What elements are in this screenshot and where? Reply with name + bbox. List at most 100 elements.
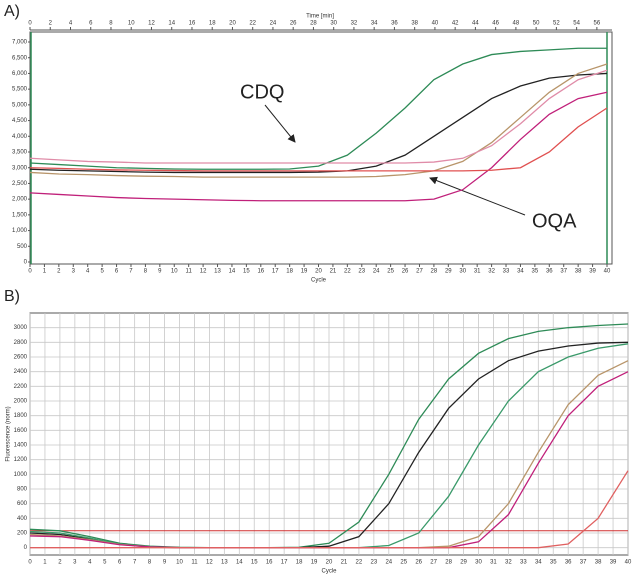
x-tick-label: 37	[580, 560, 587, 566]
x-tick-label: 39	[589, 269, 596, 275]
x-tick-label: 8	[144, 269, 148, 275]
series-line	[29, 91, 608, 202]
x-tick-label: 14	[229, 269, 236, 275]
top-tick-label: 30	[330, 21, 337, 27]
x-tick-label: 6	[115, 269, 119, 275]
x-tick-label: 12	[206, 560, 213, 566]
y-tick-label: 3000	[14, 325, 28, 331]
top-tick-label: 44	[472, 21, 479, 27]
y-tick-label: 4,000	[12, 134, 28, 140]
top-tick-label: 16	[189, 21, 196, 27]
x-tick-label: 18	[286, 269, 293, 275]
x-tick-label: 33	[520, 560, 527, 566]
x-tick-label: 28	[445, 560, 452, 566]
top-tick-label: 48	[513, 21, 520, 27]
y-axis-label: Fluorescence (norm)	[6, 406, 12, 461]
x-tick-label: 10	[171, 269, 178, 275]
y-tick-label: 2000	[14, 399, 28, 405]
x-tick-label: 19	[311, 560, 318, 566]
x-tick-label: 0	[28, 560, 32, 566]
top-tick-label: 12	[148, 21, 155, 27]
top-tick-label: 36	[391, 21, 398, 27]
x-tick-label: 22	[356, 560, 363, 566]
x-tick-label: 16	[257, 269, 264, 275]
y-tick-label: 2400	[14, 369, 28, 375]
y-tick-label: 7,000	[12, 40, 28, 46]
y-tick-label: 1000	[14, 472, 28, 478]
top-tick-label: 14	[168, 21, 175, 27]
series-line	[30, 470, 629, 549]
top-tick-label: 0	[28, 21, 32, 27]
x-tick-label: 1	[43, 560, 47, 566]
top-tick-label: 54	[573, 21, 580, 27]
annotation: OQA	[532, 210, 577, 232]
x-tick-label: 30	[475, 560, 482, 566]
top-tick-label: 2	[49, 21, 53, 27]
x-tick-label: 34	[535, 560, 542, 566]
series-line	[29, 107, 608, 172]
y-tick-label: 6,500	[12, 55, 28, 61]
x-tick-label: 26	[415, 560, 422, 566]
y-tick-label: 400	[17, 516, 28, 522]
top-tick-label: 22	[249, 21, 256, 27]
panel-label: A)	[4, 3, 20, 20]
x-tick-label: 26	[402, 269, 409, 275]
y-tick-label: 6,000	[12, 71, 28, 77]
x-tick-label: 18	[296, 560, 303, 566]
x-tick-label: 27	[416, 269, 423, 275]
annotation-arrow	[264, 104, 296, 143]
top-tick-label: 32	[351, 21, 358, 27]
x-tick-label: 11	[191, 560, 198, 566]
x-tick-label: 32	[488, 269, 495, 275]
y-tick-label: 5,000	[12, 102, 28, 108]
x-tick-label: 23	[371, 560, 378, 566]
top-tick-label: 20	[229, 21, 236, 27]
top-tick-label: 26	[290, 21, 297, 27]
annotation-arrow	[429, 176, 526, 216]
y-tick-label: 1200	[14, 457, 28, 463]
x-axis-label: Cycle	[311, 278, 327, 284]
y-tick-label: 3,500	[12, 150, 28, 156]
x-tick-label: 11	[186, 269, 193, 275]
x-tick-label: 23	[358, 269, 365, 275]
top-tick-label: 34	[371, 21, 378, 27]
y-tick-label: 600	[17, 501, 28, 507]
x-tick-label: 28	[431, 269, 438, 275]
top-axis-label: Time [min]	[306, 14, 334, 20]
x-tick-label: 36	[546, 269, 553, 275]
x-tick-label: 32	[505, 560, 512, 566]
x-tick-label: 5	[103, 560, 107, 566]
x-tick-label: 40	[604, 269, 611, 275]
x-tick-label: 3	[72, 269, 76, 275]
x-tick-label: 9	[163, 560, 167, 566]
x-tick-label: 16	[266, 560, 273, 566]
x-tick-label: 5	[100, 269, 104, 275]
x-tick-label: 21	[341, 560, 348, 566]
annotation: CDQ	[240, 81, 284, 103]
x-tick-label: 33	[503, 269, 510, 275]
series-line	[29, 72, 608, 174]
x-tick-label: 27	[430, 560, 437, 566]
x-tick-label: 38	[575, 269, 582, 275]
x-tick-label: 8	[148, 560, 152, 566]
x-tick-label: 20	[315, 269, 322, 275]
top-tick-label: 56	[594, 21, 601, 27]
y-tick-label: 1400	[14, 443, 28, 449]
x-tick-label: 37	[560, 269, 567, 275]
x-tick-label: 10	[176, 560, 183, 566]
x-tick-label: 13	[214, 269, 221, 275]
x-tick-label: 35	[532, 269, 539, 275]
top-tick-label: 38	[411, 21, 418, 27]
x-tick-label: 1	[43, 269, 47, 275]
x-tick-label: 24	[385, 560, 392, 566]
top-tick-label: 52	[553, 21, 560, 27]
x-tick-label: 2	[57, 269, 61, 275]
top-tick-label: 42	[452, 21, 459, 27]
y-tick-label: 500	[17, 244, 28, 250]
x-tick-label: 7	[133, 560, 137, 566]
x-tick-label: 0	[28, 269, 32, 275]
x-tick-label: 17	[272, 269, 279, 275]
y-tick-label: 1800	[14, 413, 28, 419]
x-tick-label: 7	[129, 269, 133, 275]
